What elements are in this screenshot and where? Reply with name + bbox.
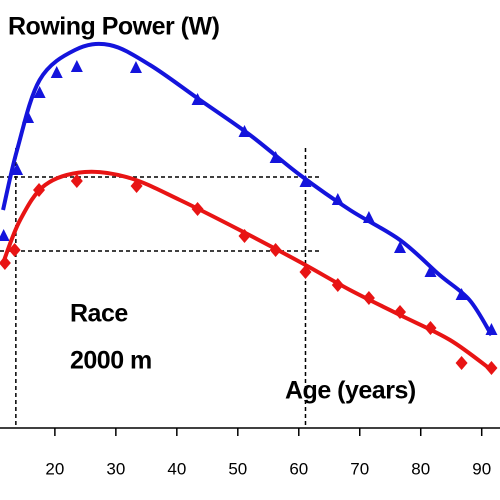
annotation: Age (years) <box>285 377 416 405</box>
x-tick-label: 30 <box>106 459 125 478</box>
data-point <box>191 93 204 105</box>
x-tick-label: 90 <box>472 459 491 478</box>
data-point <box>0 229 10 241</box>
data-point <box>455 356 468 370</box>
data-point <box>394 241 406 253</box>
data-point <box>331 193 344 205</box>
data-point <box>33 183 46 197</box>
data-point <box>130 179 143 193</box>
data-point <box>299 175 312 187</box>
x-tick-label: 70 <box>350 459 369 478</box>
data-point <box>50 66 63 78</box>
chart-title: Rowing Power (W) <box>8 13 220 41</box>
data-point <box>0 256 11 270</box>
data-point <box>485 361 498 375</box>
data-point <box>269 151 282 163</box>
x-tick-label: 20 <box>45 459 64 478</box>
data-point <box>238 229 251 243</box>
data-point <box>362 211 375 223</box>
x-tick-label: 40 <box>167 459 186 478</box>
data-point <box>269 243 282 257</box>
x-tick-label: 50 <box>228 459 247 478</box>
data-point <box>485 323 498 335</box>
annotation: Race <box>70 300 128 328</box>
data-point <box>331 278 344 292</box>
data-point <box>394 305 406 319</box>
x-tick-label: 60 <box>289 459 308 478</box>
annotation: 2000 m <box>70 347 152 375</box>
data-point <box>8 243 21 257</box>
fit-line <box>1 169 493 372</box>
data-point <box>191 202 204 216</box>
data-point <box>33 86 46 98</box>
fit-line <box>1 41 494 337</box>
data-point <box>424 265 437 277</box>
data-point <box>238 125 251 137</box>
data-point <box>70 60 83 72</box>
data-point <box>362 291 375 305</box>
data-point <box>299 265 312 279</box>
data-point <box>455 288 468 300</box>
data-point <box>70 174 83 188</box>
data-point <box>424 321 437 335</box>
data-point <box>22 111 35 123</box>
data-point <box>11 163 24 175</box>
x-tick-label: 80 <box>411 459 430 478</box>
data-point <box>129 61 142 73</box>
